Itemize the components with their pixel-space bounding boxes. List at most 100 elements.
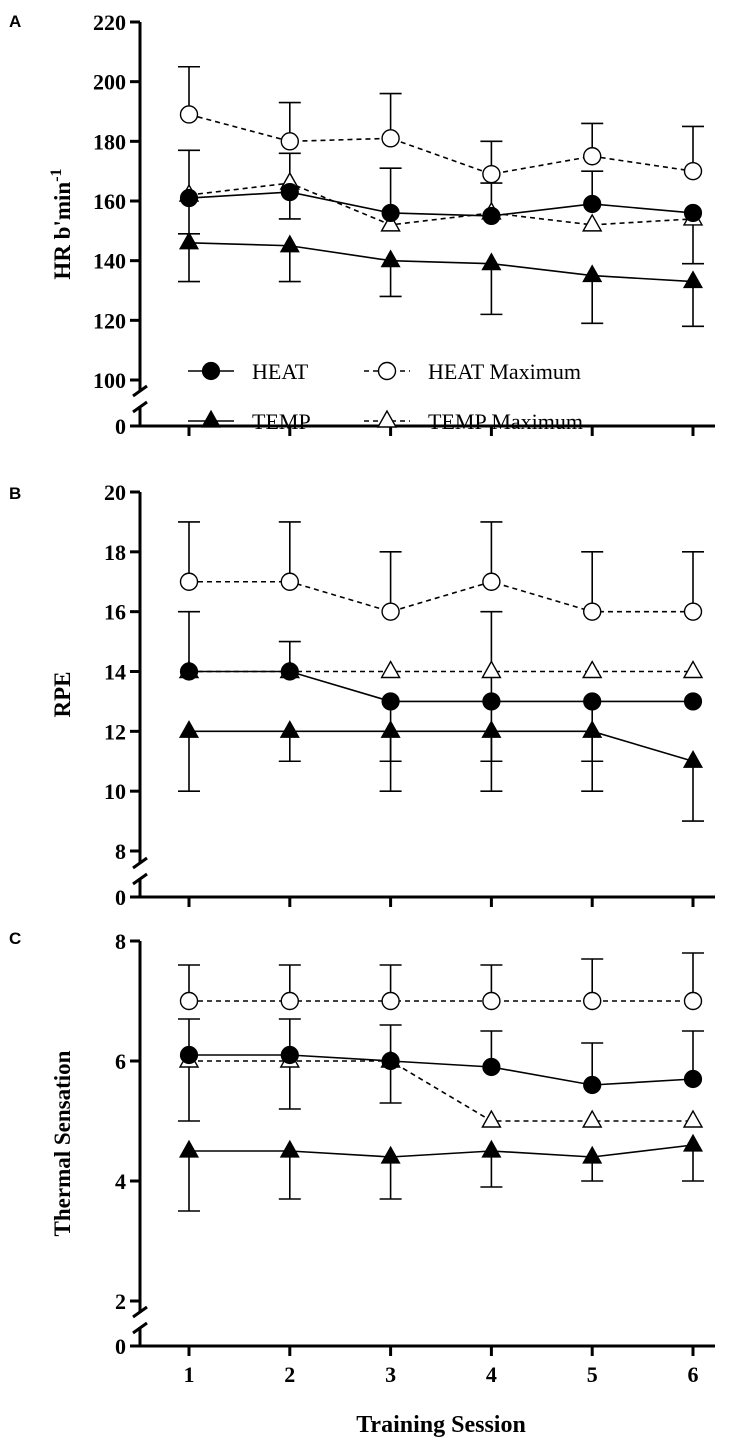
data-point-heat <box>381 203 400 223</box>
panel-letter: B <box>9 484 21 503</box>
x-tick-label: 2 <box>284 1362 295 1387</box>
data-point-heat-maximum <box>482 991 501 1011</box>
y-tick-label: 0 <box>115 885 126 910</box>
y-tick-label: 220 <box>93 10 126 35</box>
series-line-heat <box>189 670 693 703</box>
data-point-temp <box>279 1139 300 1158</box>
y-axis-label-superscript: -1 <box>48 168 65 181</box>
series-line-heat <box>188 191 694 217</box>
axis-break-mark <box>132 384 148 398</box>
y-tick-label: 14 <box>104 660 126 685</box>
data-point-temp-maximum <box>582 213 603 232</box>
data-point-heat <box>683 203 703 223</box>
data-point-temp <box>178 720 200 738</box>
data-point-heat-maximum <box>482 164 501 184</box>
data-point-temp <box>481 1139 502 1158</box>
y-tick-label: 160 <box>93 189 126 214</box>
axis-break-mark <box>132 872 148 886</box>
y-axis-label: HR b'min-1 <box>48 168 75 279</box>
y-tick-label: 100 <box>93 368 126 393</box>
data-point-heat-maximum <box>280 991 299 1011</box>
data-point-heat <box>280 662 299 681</box>
x-tick-label: 1 <box>184 1362 195 1387</box>
data-point-heat-maximum <box>583 147 602 166</box>
data-point-heat <box>280 1045 299 1065</box>
legend-marker <box>376 409 398 428</box>
y-axis-label: Thermal Sensation <box>50 1050 75 1236</box>
data-point-temp-maximum <box>582 660 603 679</box>
data-point-heat <box>583 1075 602 1095</box>
data-point-heat-maximum <box>583 602 602 621</box>
data-point-temp-maximum <box>481 1109 502 1128</box>
series-line-temp <box>189 1144 694 1158</box>
data-point-temp <box>682 270 704 289</box>
data-point-heat-maximum <box>683 161 703 181</box>
data-point-temp <box>380 249 401 268</box>
data-point-temp <box>582 264 603 283</box>
data-point-temp <box>481 252 502 271</box>
data-point-temp <box>279 720 300 738</box>
series-line-temp-maximum <box>189 1060 693 1122</box>
data-point-heat <box>683 692 703 711</box>
legend-label: TEMP Maximum <box>428 409 583 434</box>
legend: HEAT HEAT Maximum TEMP TEMP Maximum <box>188 359 583 434</box>
data-point-heat <box>583 692 602 711</box>
y-tick-label: 180 <box>93 129 126 154</box>
data-point-heat-maximum <box>381 991 400 1011</box>
data-point-heat <box>179 662 199 681</box>
data-point-heat <box>482 1057 501 1077</box>
y-tick-label: 140 <box>93 249 126 274</box>
axis-break-mark <box>132 400 148 414</box>
data-point-temp-maximum <box>582 1109 603 1128</box>
y-tick-label: 8 <box>115 839 126 864</box>
panel-letter: A <box>9 12 21 31</box>
y-tick-label: 120 <box>93 308 126 333</box>
y-tick-label: 8 <box>115 929 126 954</box>
data-point-temp <box>582 1145 603 1164</box>
data-point-heat <box>381 692 400 711</box>
y-tick-label: 10 <box>104 779 126 804</box>
data-point-temp <box>279 234 300 253</box>
x-tick-label: 5 <box>587 1362 598 1387</box>
series-line-temp <box>189 730 694 763</box>
axis-break-mark <box>132 856 148 870</box>
legend-label: HEAT <box>252 359 309 384</box>
data-point-heat <box>482 692 501 711</box>
y-tick-label: 16 <box>104 600 126 625</box>
data-point-temp <box>682 750 704 768</box>
data-point-temp <box>380 720 401 738</box>
data-point-heat-maximum <box>179 991 199 1011</box>
panel-a: A 100 120 140 160 180 200 220 0 HR b'min-1 HEAT HEA… <box>9 10 715 439</box>
y-tick-label: 4 <box>115 1169 126 1194</box>
y-tick-label: 20 <box>104 480 126 505</box>
data-point-temp <box>178 1139 200 1158</box>
series-line-heat <box>189 1054 694 1086</box>
y-tick-label: 0 <box>115 414 126 439</box>
series-line-heat-maximum <box>188 113 694 175</box>
y-tick-label: 12 <box>104 719 126 744</box>
data-point-temp <box>582 720 603 738</box>
y-tick-label: 2 <box>115 1289 126 1314</box>
panel-b: B 8 10 12 14 16 18 20 0 RPE <box>9 480 715 910</box>
y-tick-label: 0 <box>115 1334 126 1359</box>
data-point-heat-maximum <box>280 572 299 591</box>
data-point-heat-maximum <box>683 991 703 1011</box>
data-point-temp-maximum <box>380 213 401 232</box>
panel-c: C 2 4 6 8 0 Thermal Sensation 1 2 3 4 5 6 Training Se… <box>9 929 715 1438</box>
data-point-heat-maximum <box>179 572 199 591</box>
axis-break-mark <box>132 1321 148 1335</box>
data-point-heat-maximum <box>482 572 501 591</box>
data-point-temp-maximum <box>481 660 502 679</box>
data-point-heat <box>280 182 299 202</box>
x-tick-label: 6 <box>688 1362 699 1387</box>
data-point-heat <box>583 194 602 214</box>
y-tick-label: 200 <box>93 70 126 95</box>
data-point-temp-maximum <box>682 1109 704 1128</box>
data-point-heat <box>179 188 199 208</box>
legend-marker <box>377 361 397 381</box>
data-point-temp <box>178 231 200 250</box>
data-point-heat <box>482 206 501 226</box>
y-tick-label: 6 <box>115 1049 126 1074</box>
data-point-heat <box>381 1051 400 1071</box>
data-point-heat-maximum <box>381 129 400 148</box>
